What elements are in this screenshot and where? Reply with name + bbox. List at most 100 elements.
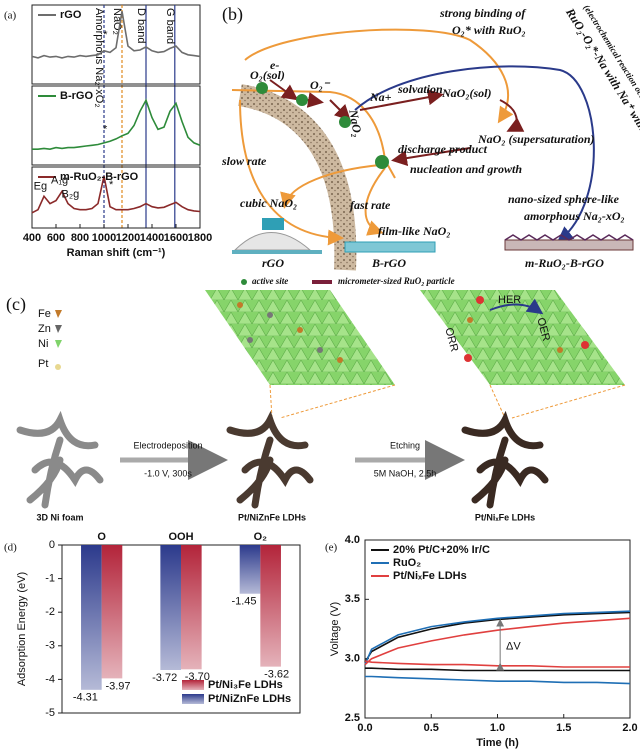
y-tick-label: -3 [45, 640, 55, 652]
y-tick-label: -2 [45, 606, 55, 618]
circle [237, 302, 243, 308]
label: e- [270, 58, 279, 72]
step-label: Electrodeposition [133, 440, 202, 450]
y-axis-label: Voltage (V) [329, 602, 341, 656]
circle [557, 347, 563, 353]
legend-label: 20% Pt/C+20% Ir/C [393, 544, 490, 556]
annotation: * [103, 29, 108, 41]
reference-label: NaO₂ [111, 8, 123, 35]
panel-label: (e) [325, 542, 338, 554]
x-tick-label: 1.0 [490, 722, 505, 734]
circle [476, 296, 484, 304]
x-tick-label: 1000 [92, 232, 116, 244]
reaction-arrow [329, 99, 351, 121]
legend-swatch [55, 340, 62, 348]
series-line [31, 11, 201, 59]
sphere-layer [504, 239, 634, 251]
annotation: A₁g [51, 174, 68, 186]
label: NaO₂ (supersaturation) [477, 132, 595, 146]
legend-swatch [312, 280, 332, 284]
y-tick-label: 2.5 [345, 712, 360, 724]
label: film-like NaO₂ [378, 224, 451, 238]
bar [101, 545, 123, 679]
bar [160, 545, 181, 670]
series-line [365, 675, 631, 685]
label: cubic NaO₂ [240, 196, 297, 210]
step-label: 5M NaOH, 2.5h [374, 468, 437, 478]
label: fast rate [350, 198, 391, 212]
lattice [205, 290, 395, 385]
o2-site [296, 94, 308, 106]
electrode-band [237, 84, 357, 271]
series-line [364, 660, 630, 668]
caption: 3D Ni foam [36, 512, 83, 522]
fe-atoms [237, 302, 563, 363]
film [344, 241, 436, 253]
cubic-crystal [262, 218, 284, 230]
reaction-arrow [269, 79, 299, 101]
label: HER [498, 294, 521, 306]
legend-label: Pt [38, 358, 48, 370]
legend-swatch [182, 680, 204, 690]
x-tick-label: 1600 [164, 232, 188, 244]
panel-label: (b) [222, 4, 243, 25]
zn-atoms [247, 312, 323, 353]
caption: Pt/NiZnFe LDHs [238, 512, 306, 522]
panel-label: (d) [4, 542, 17, 554]
label: Na+ [369, 90, 392, 104]
bar [81, 545, 102, 690]
x-tick-label: 0.0 [357, 722, 372, 734]
annotation: * [103, 123, 108, 135]
lattice [420, 290, 625, 385]
pathway-arrow [239, 99, 344, 246]
legend-label: B-rGO [60, 90, 93, 102]
substrate [232, 250, 322, 254]
note: strong binding of [439, 6, 526, 20]
product-site [375, 155, 389, 169]
plot-frame [31, 4, 201, 85]
legend-label: micrometer-sized RuO₂ particle [338, 276, 455, 286]
panel-c: (c) Fe Zn Ni Pt HER ORR OER Electrodepos… [6, 290, 626, 522]
legend-swatch [241, 279, 247, 285]
guide [269, 384, 396, 419]
legend-swatch [55, 310, 62, 318]
series-line [365, 667, 630, 672]
caption: Pt/NiₓFe LDHs [475, 512, 535, 522]
annotation: Eg [34, 180, 47, 192]
path [226, 410, 314, 509]
path [461, 410, 549, 509]
pathway-arrow [364, 167, 386, 236]
x-tick-label: 1800 [188, 232, 212, 244]
x-axis-label: Raman shift (cm⁻¹) [67, 247, 166, 259]
reaction-arrow [489, 298, 544, 315]
x-axis-label: Time (h) [476, 737, 519, 749]
reaction-arrow [499, 99, 525, 132]
series-line [364, 611, 631, 663]
reference-label: Amorphous Na₂-xO₂ [93, 8, 105, 108]
annotation: * [109, 179, 114, 191]
y-tick-label: -1 [45, 573, 55, 585]
o2-site [339, 116, 351, 128]
circle [467, 317, 473, 323]
label: discharge product [398, 142, 488, 156]
circle [297, 327, 303, 333]
rgo-particle [233, 232, 312, 251]
series-line [364, 617, 631, 666]
x-tick-label: 1400 [140, 232, 164, 244]
value-label: -4.31 [73, 692, 98, 704]
label: amorphous Na₂-xO₂ [524, 209, 625, 223]
guide [489, 384, 626, 419]
value-label: -3.97 [105, 680, 130, 692]
o2-site [256, 82, 268, 94]
label: O₂⁻ [310, 78, 331, 92]
y-tick-label: -4 [45, 673, 55, 685]
panel-label: (c) [6, 294, 26, 315]
legend-swatch [55, 364, 61, 370]
x-tick-label: 800 [71, 232, 89, 244]
series-line [364, 610, 631, 665]
value-label: -3.62 [264, 669, 289, 681]
bar [239, 545, 261, 594]
label: solvation [397, 82, 443, 96]
